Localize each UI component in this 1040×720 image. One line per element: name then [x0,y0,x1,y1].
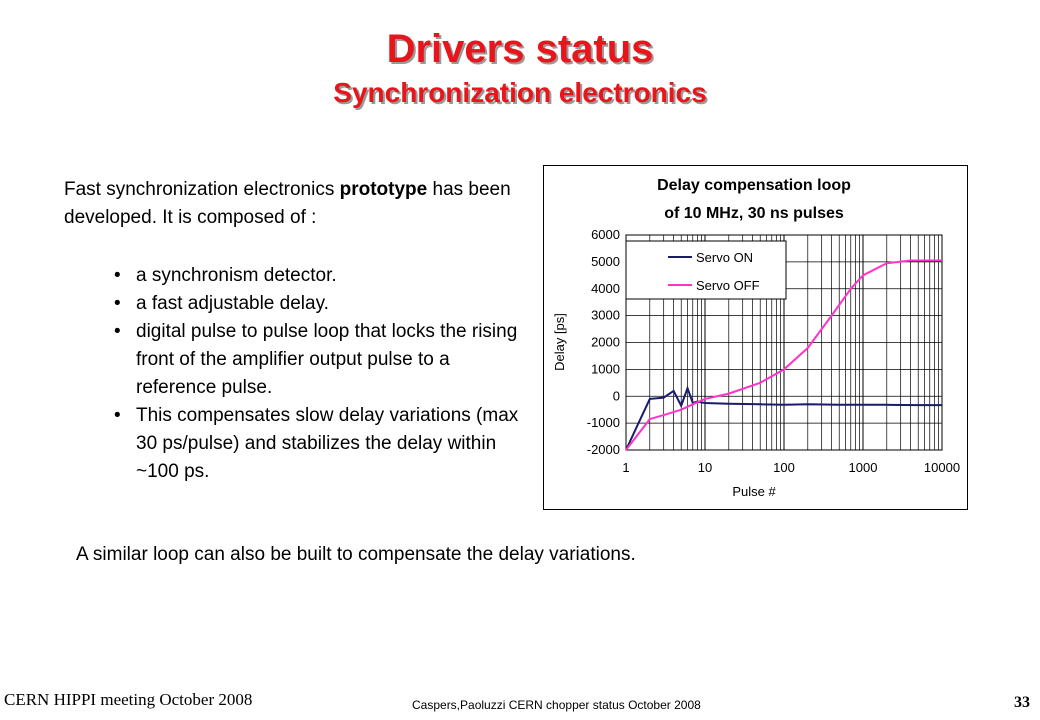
chart-title-line2: of 10 MHz, 30 ns pulses [664,205,844,222]
bullet-item: a synchronism detector. [112,262,532,290]
chart-svg: Delay compensation loop of 10 MHz, 30 ns… [552,177,960,499]
bullet-item: a fast adjustable delay. [112,290,532,318]
x-tick-label: 1 [622,460,629,475]
delay-chart: Delay compensation loop of 10 MHz, 30 ns… [543,165,968,510]
intro-text-part2: has been developed. It is composed of : [64,179,511,228]
y-tick-label: 3000 [591,308,620,323]
series-line-servo-off [625,259,942,451]
x-tick-label: 100 [773,460,795,475]
chart-title-line1: Delay compensation loop [657,177,851,194]
x-tick-label: 10000 [924,460,960,475]
x-tick-label: 1000 [849,460,878,475]
footer-authors: Caspers,Paoluzzi CERN chopper status Oct… [412,698,701,712]
y-tick-label: 1000 [591,361,620,376]
y-axis-label: Delay [ps] [552,313,567,371]
y-tick-label: -2000 [587,442,620,457]
y-tick-label: 0 [613,388,620,403]
bullet-item: digital pulse to pulse loop that locks t… [112,318,532,402]
series-line-servo-on [625,385,942,451]
slide-title: Drivers status [386,27,654,71]
legend-box [625,240,787,300]
y-tick-label: 4000 [591,281,620,296]
x-axis-label: Pulse # [732,484,776,499]
legend-label-servo-on: Servo ON [696,250,753,265]
slide-subtitle: Synchronization electronics [333,77,707,108]
bullet-list: a synchronism detector. a fast adjustabl… [112,262,532,486]
intro-bold-word: prototype [339,179,428,200]
legend-label-servo-off: Servo OFF [696,278,760,293]
chart-series [625,259,942,451]
y-tick-label: 5000 [591,254,620,269]
y-tick-label: 6000 [591,227,620,242]
y-tick-label: 2000 [591,335,620,350]
intro-paragraph: Fast synchronization electronics prototy… [64,176,534,232]
y-tick-label: -1000 [587,415,620,430]
page-number: 33 [1014,694,1030,711]
bullet-item: This compensates slow delay variations (… [112,402,532,486]
x-tick-label: 10 [698,460,712,475]
intro-text-part1: Fast synchronization electronics [64,179,340,200]
footer-meeting: CERN HIPPI meeting October 2008 [4,690,253,709]
closing-statement: A similar loop can also be built to comp… [76,544,636,565]
chart-legend: Servo ON Servo OFF [625,240,787,300]
